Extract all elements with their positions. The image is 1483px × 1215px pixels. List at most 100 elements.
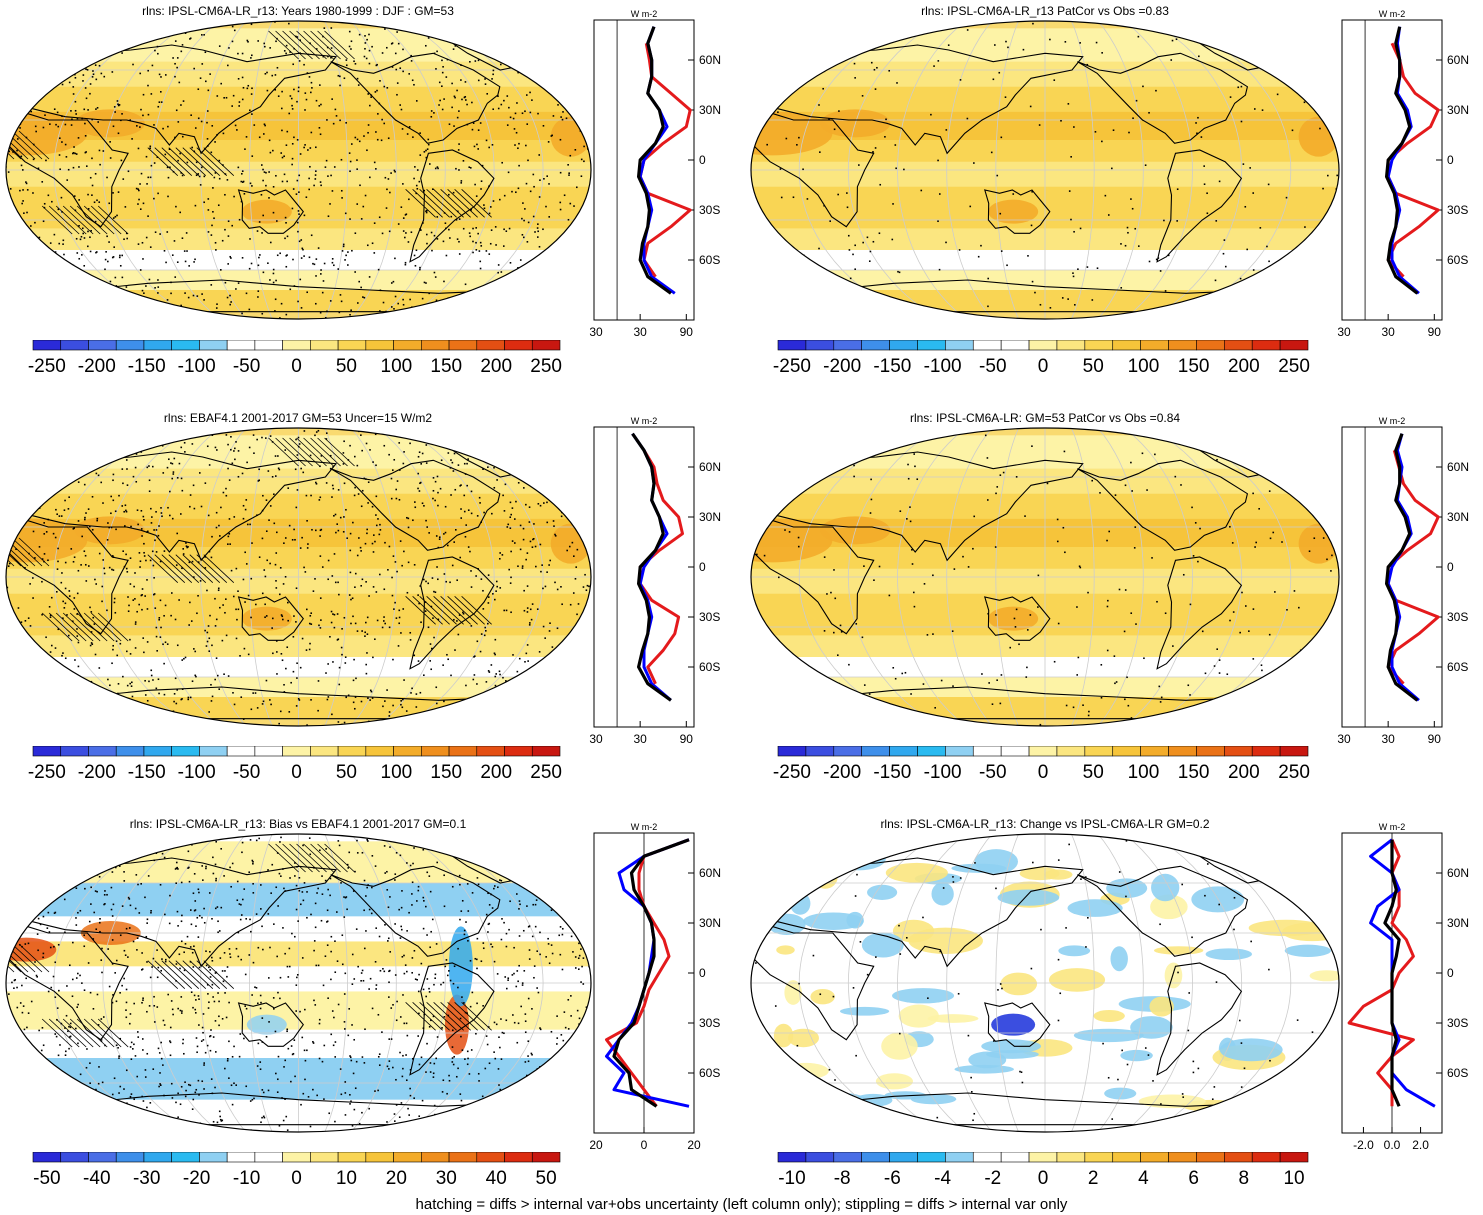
colorbar-label: -40 (83, 1168, 110, 1189)
colorbar-swatch (60, 1152, 89, 1163)
panel-title: rlns: IPSL-CM6A-LR_r13 PatCor vs Obs =0.… (921, 4, 1169, 18)
colorbar-label: 150 (1178, 356, 1210, 377)
colorbar-swatch (1196, 1152, 1225, 1163)
x-tick-label: 0.0 (1384, 1138, 1401, 1152)
lat-tick-label: 60S (699, 253, 720, 267)
colorbar-label: 40 (486, 1168, 507, 1189)
colorbar-swatch (365, 1152, 394, 1163)
colorbar-label: 150 (430, 762, 462, 783)
colorbar-3: -250 -200 -150 -100 -50 0 50 100 150 200 250 (28, 746, 562, 783)
colorbar-swatch (861, 340, 890, 351)
zonal-profile-1: 60N 30N 0 30S 60S -30 30 90 W m-2 (589, 9, 721, 339)
lat-tick-label: 30S (699, 203, 720, 217)
colorbar-6: -10 -8 -6 -4 -2 0 2 4 6 8 10 (777, 1152, 1309, 1189)
x-tick-label: -30 (1337, 732, 1351, 746)
colorbar-swatch (1196, 746, 1225, 757)
colorbar-swatch (337, 340, 367, 351)
colorbar-swatch (805, 1152, 835, 1163)
map-1 (5, 20, 592, 320)
colorbar-swatch (1279, 340, 1309, 351)
zonal-profile-6: 60N 30N 0 30S 60S -2.0 0.0 2.0 W m-2 (1341, 822, 1469, 1152)
x-tick-label: 30 (1381, 325, 1395, 339)
colorbar-swatch (945, 340, 974, 351)
colorbar-swatch (393, 746, 422, 757)
colorbar-swatch (504, 340, 533, 351)
colorbar-swatch (1251, 1152, 1281, 1163)
colorbar-label: -10 (233, 1168, 260, 1189)
lat-tick-label: 30N (699, 510, 721, 524)
colorbar-swatch (226, 746, 256, 757)
colorbar-swatch (1028, 1152, 1058, 1163)
lat-tick-label: 30S (699, 610, 720, 624)
colorbar-swatch (310, 746, 339, 757)
colorbar-label: 0 (1038, 762, 1049, 783)
x-tick-label: 2.0 (1412, 1138, 1429, 1152)
lat-tick-label: 30S (699, 1016, 720, 1030)
lat-tick-label: 30S (1447, 1016, 1468, 1030)
colorbar-swatch (448, 746, 478, 757)
lat-tick-label: 0 (1447, 153, 1454, 167)
lat-tick-label: 0 (1447, 560, 1454, 574)
colorbar-label: -150 (873, 762, 911, 783)
colorbar-label: -50 (233, 356, 260, 377)
lat-tick-label: 60N (1447, 866, 1469, 880)
colorbar-label: -8 (834, 1168, 851, 1189)
series-line-ens (631, 432, 672, 702)
x-tick-label: 90 (680, 325, 694, 339)
colorbar-swatch (476, 746, 505, 757)
colorbar-swatch (972, 1152, 1002, 1163)
colorbar-swatch (1056, 340, 1086, 351)
colorbar-swatch (1000, 340, 1030, 351)
colorbar-swatch (1140, 746, 1169, 757)
colorbar-label: 250 (530, 356, 562, 377)
colorbar-swatch (476, 340, 505, 351)
zonal-profile-4: 60N 30N 0 30S 60S -30 30 90 W m-2 (1337, 416, 1469, 746)
colorbar-1: -250 -200 -150 -100 -50 0 50 100 150 200 250 (28, 340, 562, 377)
zonal-profile-2: 60N 30N 0 30S 60S -30 30 90 W m-2 (1337, 9, 1469, 339)
colorbar-label: 100 (381, 356, 413, 377)
colorbar-label: -100 (178, 356, 216, 377)
x-tick-label: 0 (641, 1138, 648, 1152)
colorbar-label: 4 (1138, 1168, 1149, 1189)
colorbar-swatch (972, 340, 1002, 351)
series-line-ens (1383, 839, 1401, 1107)
colorbar-swatch (226, 1152, 256, 1163)
colorbar-swatch (1028, 746, 1058, 757)
map-5 (5, 833, 592, 1133)
x-tick-label: 90 (680, 732, 694, 746)
colorbar-label: -100 (924, 762, 962, 783)
colorbar-label: 250 (1278, 356, 1310, 377)
colorbar-swatch (1196, 340, 1225, 351)
colorbar-label: 2 (1088, 1168, 1099, 1189)
colorbar-swatch (365, 340, 394, 351)
panel-title: rlns: EBAF4.1 2001-2017 GM=53 Uncer=15 W… (163, 411, 433, 425)
colorbar-swatch (88, 340, 117, 351)
colorbar-swatch (143, 746, 172, 757)
zonal-profile-3: 60N 30N 0 30S 60S -30 30 90 W m-2 (589, 416, 721, 746)
lat-tick-label: 60S (1447, 1066, 1468, 1080)
colorbar-swatch (833, 340, 862, 351)
colorbar-swatch (945, 1152, 974, 1163)
x-tick-label: 20 (687, 1138, 701, 1152)
lat-tick-label: 60N (1447, 53, 1469, 67)
colorbar-swatch (1084, 1152, 1114, 1163)
x-tick-label: -30 (589, 732, 603, 746)
colorbar-swatch (88, 746, 117, 757)
lat-tick-label: 30S (1447, 203, 1468, 217)
map-6 (750, 833, 1340, 1133)
colorbar-swatch (805, 746, 835, 757)
colorbar-swatch (833, 746, 862, 757)
colorbar-label: 0 (291, 356, 302, 377)
colorbar-swatch (861, 1152, 890, 1163)
colorbar-label: -150 (873, 356, 911, 377)
colorbar-swatch (504, 746, 533, 757)
colorbar-swatch (115, 746, 145, 757)
unit-label: W m-2 (1379, 822, 1406, 832)
colorbar-label: -200 (823, 356, 861, 377)
colorbar-swatch (1224, 746, 1253, 757)
colorbar-label: 30 (436, 1168, 457, 1189)
lat-tick-label: 60S (699, 660, 720, 674)
colorbar-swatch (282, 746, 311, 757)
colorbar-label: -20 (183, 1168, 210, 1189)
colorbar-swatch (1251, 340, 1281, 351)
